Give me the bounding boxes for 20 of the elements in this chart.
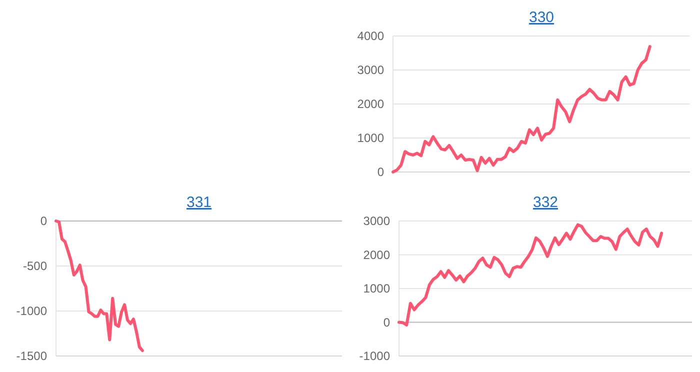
y-tick-label: 0 (383, 315, 390, 330)
y-tick-label: 3000 (357, 63, 384, 78)
y-tick-label: 0 (40, 214, 48, 228)
y-tick-label: -1000 (359, 349, 390, 364)
y-tick-label: -500 (22, 259, 48, 274)
y-tick-label: 0 (377, 165, 384, 180)
chart-title: 331 (186, 194, 212, 211)
y-tick-label: 2000 (363, 248, 390, 262)
y-tick-label: 2000 (357, 97, 384, 112)
y-tick-label: 1000 (357, 131, 384, 146)
chart-title: 332 (532, 194, 558, 211)
y-tick-label: 1000 (363, 282, 390, 296)
chart-title: 330 (528, 9, 554, 26)
y-tick-label: -1000 (16, 304, 48, 318)
line-series (54, 220, 144, 352)
line-series (398, 223, 664, 326)
line-series (392, 45, 652, 174)
y-tick-label: 3000 (363, 214, 390, 228)
y-tick-label: -1500 (16, 349, 48, 364)
y-tick-label: 4000 (357, 29, 384, 44)
